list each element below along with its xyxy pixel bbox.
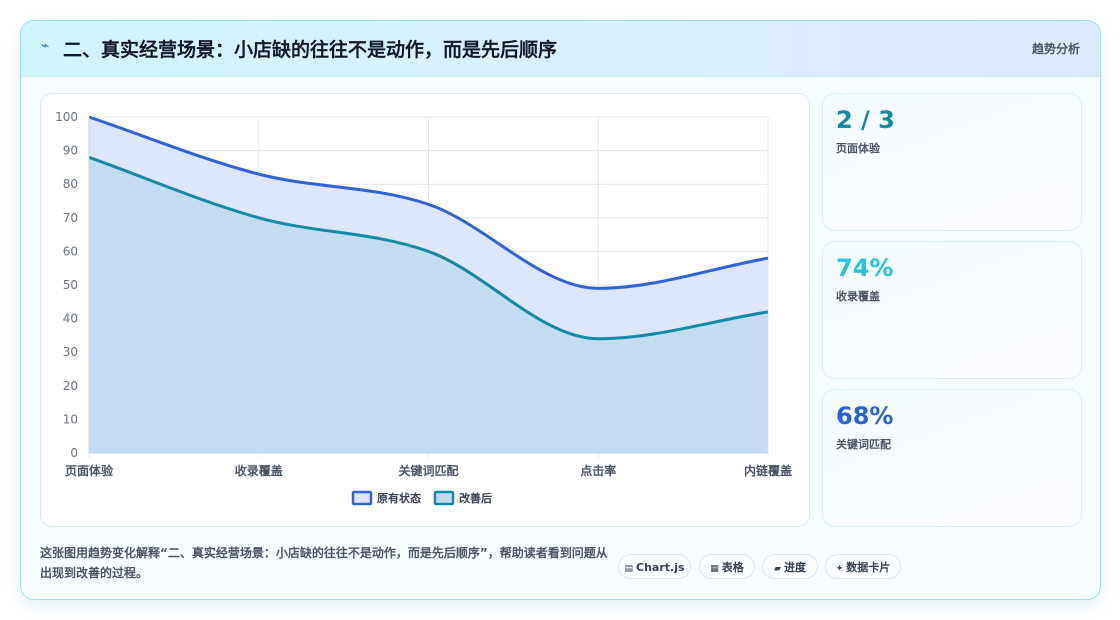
lightning-icon: ⌁ [41, 38, 50, 54]
chart-card: ⌁ 二、真实经营场景：小店缺的往往不是动作，而是先后顺序 趋势分析 0 10 20 3… [20, 20, 1101, 600]
x-tick-label: 关键词匹配 [398, 463, 458, 478]
y-tick-label: 80 [63, 177, 78, 191]
stat-value: 68% [836, 402, 894, 430]
x-tick-label: 内链覆盖 [744, 463, 792, 478]
legend-label: 改善后 [459, 491, 492, 505]
area-chart: 0 10 20 30 40 50 60 70 80 90 100 页面体验 收录覆盖 关键词匹配 点击率 内链… [55, 110, 792, 506]
legend-swatch [433, 490, 455, 506]
stat-label: 页面体验 [836, 142, 880, 155]
pill-label: 数据卡片 [846, 561, 891, 574]
x-tick-label: 点击率 [580, 463, 616, 478]
stat-card-index-coverage: 74% 收录覆盖 [822, 241, 1082, 379]
chart-panel: 0 10 20 30 40 50 60 70 80 90 100 页面体验 收录覆盖 关键词匹配 点击率 内链… [40, 93, 810, 527]
y-tick-label: 10 [63, 412, 78, 426]
card-title: 二、真实经营场景：小店缺的往往不是动作，而是先后顺序 [63, 39, 558, 61]
chart-icon: ▤ [624, 564, 633, 574]
stat-card-keyword-match: 68% 关键词匹配 [822, 389, 1082, 527]
y-tick-label: 0 [70, 446, 78, 460]
stat-label: 收录覆盖 [836, 290, 880, 303]
legend-label: 原有状态 [377, 491, 421, 505]
y-tick-label: 60 [63, 244, 78, 258]
table-icon: ▦ [710, 564, 719, 574]
stat-card-page-experience: 2 / 3 页面体验 [822, 93, 1082, 231]
y-tick-label: 70 [63, 211, 78, 225]
chart-description: 这张图用趋势变化解释“二、真实经营场景：小店缺的往往不是动作，而是先后顺序”，帮… [40, 546, 608, 580]
pill-data-cards[interactable]: ✦ 数据卡片 [825, 554, 901, 579]
y-tick-label: 100 [55, 110, 78, 124]
y-tick-label: 40 [63, 312, 78, 326]
series-line-1 [88, 115, 769, 290]
stat-value: 2 / 3 [836, 106, 895, 134]
stat-label: 关键词匹配 [836, 438, 891, 451]
pill-label: Chart.js [636, 561, 685, 574]
pill-label: 表格 [721, 561, 744, 574]
y-tick-label: 90 [63, 144, 78, 158]
pill-progress[interactable]: ▰ 进度 [762, 554, 818, 579]
y-tick-label: 30 [63, 345, 78, 359]
trend-analysis-tag: 趋势分析 [1031, 42, 1080, 56]
sparkle-icon: ✦ [835, 564, 844, 574]
series-line-2 [88, 155, 769, 341]
pill-label: 进度 [783, 561, 806, 574]
stat-value: 74% [836, 254, 894, 282]
series-area-2 [89, 157, 768, 453]
y-tick-label: 50 [63, 278, 78, 292]
pill-table[interactable]: ▦ 表格 [699, 554, 755, 579]
x-tick-label: 页面体验 [65, 463, 114, 478]
card-header: ⌁ 二、真实经营场景：小店缺的往往不是动作，而是先后顺序 趋势分析 [21, 21, 1100, 77]
pill-chartjs[interactable]: ▤ Chart.js [618, 554, 691, 579]
x-tick-label: 收录覆盖 [235, 463, 283, 478]
y-tick-label: 20 [63, 379, 78, 393]
legend-swatch [351, 490, 373, 506]
progress-icon: ▰ [774, 564, 781, 574]
